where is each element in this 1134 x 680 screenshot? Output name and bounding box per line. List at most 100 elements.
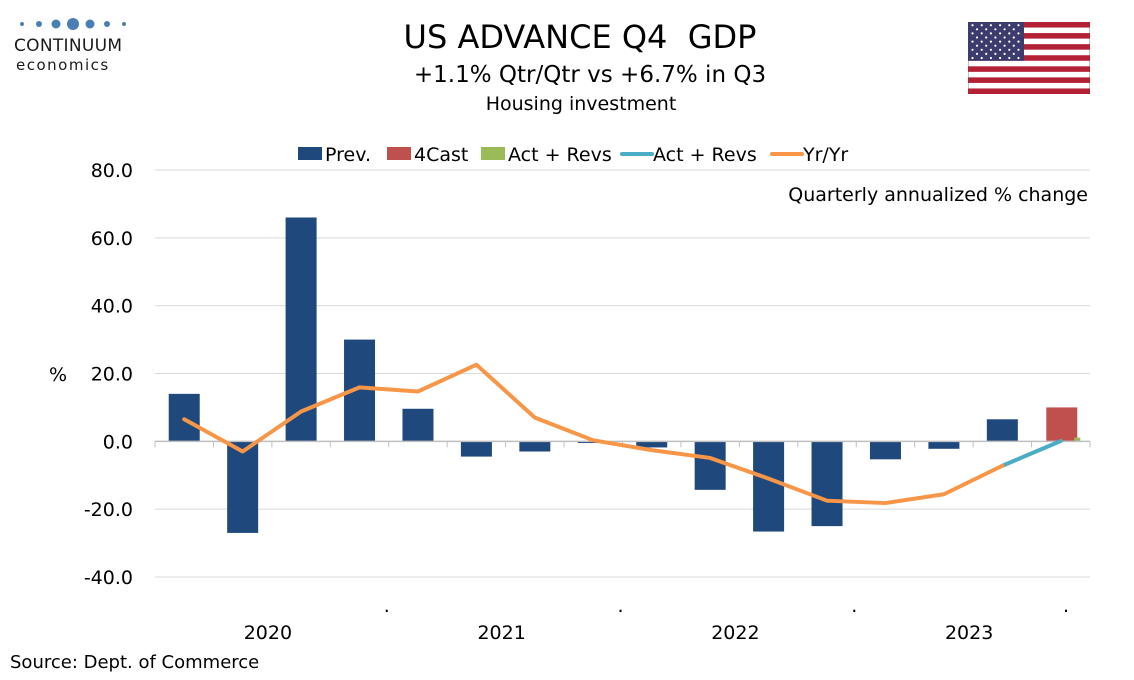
x-separator-label: . xyxy=(384,595,390,617)
y-tick-label: 20.0 xyxy=(91,364,133,386)
legend-label: Act + Revs xyxy=(508,144,612,166)
bar-prev- xyxy=(986,419,1018,442)
logo-subtitle: economics xyxy=(16,56,110,74)
logo-dot xyxy=(20,22,24,26)
legend-label: Act + Revs xyxy=(653,144,757,166)
x-year-label: 2020 xyxy=(244,622,292,644)
flag-star xyxy=(994,52,997,55)
y-tick-label: -20.0 xyxy=(84,499,133,521)
flag-star xyxy=(985,36,988,39)
logo-dots-icon xyxy=(20,18,126,30)
x-separator-label: . xyxy=(1063,595,1069,617)
flag-star xyxy=(980,48,983,51)
x-year-label: 2022 xyxy=(711,622,759,644)
flag-stripe xyxy=(968,44,1090,50)
bar-prev- xyxy=(694,441,726,490)
flag-star xyxy=(980,40,983,43)
legend-swatch xyxy=(298,147,322,160)
y-tick-label: 0.0 xyxy=(103,431,133,453)
flag-star xyxy=(1017,40,1020,43)
bar-prev- xyxy=(928,441,960,449)
bar-prev- xyxy=(811,441,843,527)
flag-star xyxy=(975,28,979,31)
y-tick-label: 80.0 xyxy=(91,160,133,182)
legend-label: Prev. xyxy=(325,144,371,166)
x-year-label: 2023 xyxy=(945,622,993,644)
flag-star xyxy=(1003,52,1006,55)
legend-label: Yr/Yr xyxy=(802,144,848,166)
labels: 80.0 60.0 40.0 20.0 0.0 -20.0 -40.0% Quarterly … xyxy=(49,160,1088,644)
logo-dot xyxy=(51,19,61,29)
bar-prev- xyxy=(753,441,785,532)
flag-star xyxy=(971,24,974,27)
flag-stripe xyxy=(968,33,1090,39)
bar-prev- xyxy=(402,408,434,442)
bar-prev- xyxy=(519,441,551,452)
flag-star xyxy=(1003,36,1006,39)
flag-stripe xyxy=(968,66,1090,72)
bar-prev- xyxy=(460,441,492,457)
flag-star xyxy=(1012,28,1015,31)
flag-star xyxy=(980,24,983,27)
line-act-revs xyxy=(1000,438,1063,468)
flag-star xyxy=(989,32,992,35)
flag-star xyxy=(994,44,997,47)
x-year-label: 2021 xyxy=(477,622,525,644)
flag-star xyxy=(1017,32,1020,35)
legend: Prev. 4Cast Act + Revs Act + Revs Yr/Yr xyxy=(298,144,848,166)
flag-star xyxy=(989,48,992,51)
axes xyxy=(154,440,1091,448)
flag-star xyxy=(1008,32,1011,35)
flag-star xyxy=(989,40,992,43)
y-axis-label: % xyxy=(49,364,67,386)
bars xyxy=(168,217,1081,533)
flag-star xyxy=(975,44,979,47)
bar-prev- xyxy=(285,217,317,442)
logo-name: CONTINUUM xyxy=(14,36,123,56)
line-yr-yr xyxy=(182,362,1005,506)
bar-act-revs xyxy=(1074,437,1081,442)
bar-4cast xyxy=(1046,407,1078,442)
flag-star xyxy=(989,24,992,27)
flag-star xyxy=(971,56,974,60)
chart-annotation: Quarterly annualized % change xyxy=(788,184,1088,206)
bar-prev- xyxy=(227,441,259,533)
y-tick-label: 60.0 xyxy=(91,228,133,250)
flag-star xyxy=(1008,24,1011,27)
logo-dot xyxy=(122,22,126,26)
flag-star xyxy=(975,52,979,55)
flag-star xyxy=(1008,40,1011,43)
flag-star xyxy=(971,40,974,43)
logo-dot xyxy=(104,21,110,27)
logo-dot xyxy=(85,19,95,29)
lines xyxy=(182,362,1063,506)
flag-star xyxy=(1017,48,1020,51)
flag-star xyxy=(999,48,1002,51)
flag-star xyxy=(980,32,983,35)
bar-prev- xyxy=(636,441,668,448)
flag-star xyxy=(971,48,974,51)
flag-star xyxy=(1008,48,1011,51)
flag-star xyxy=(975,36,979,39)
flag-star xyxy=(985,44,988,47)
flag-star xyxy=(994,36,997,39)
flag-star xyxy=(999,56,1002,60)
logo-dot xyxy=(67,18,79,30)
bar-prev- xyxy=(869,441,901,460)
legend-swatch xyxy=(387,147,411,160)
flag-star xyxy=(1017,56,1020,60)
y-tick-label: -40.0 xyxy=(84,567,133,589)
source-note: Source: Dept. of Commerce xyxy=(10,652,260,673)
flag-stripe xyxy=(968,88,1090,94)
chart-title: US ADVANCE Q4 GDP xyxy=(403,18,757,56)
flag-star xyxy=(994,28,997,31)
flag-star xyxy=(1008,56,1011,60)
legend-label: 4Cast xyxy=(414,144,468,166)
chart-subtitle: +1.1% Qtr/Qtr vs +6.7% in Q3 xyxy=(413,62,767,88)
flag-stripe xyxy=(968,22,1090,28)
flag-star xyxy=(1003,44,1006,47)
flag-star xyxy=(989,56,992,60)
flag-stripe xyxy=(968,55,1090,61)
logo-dot xyxy=(36,21,42,27)
